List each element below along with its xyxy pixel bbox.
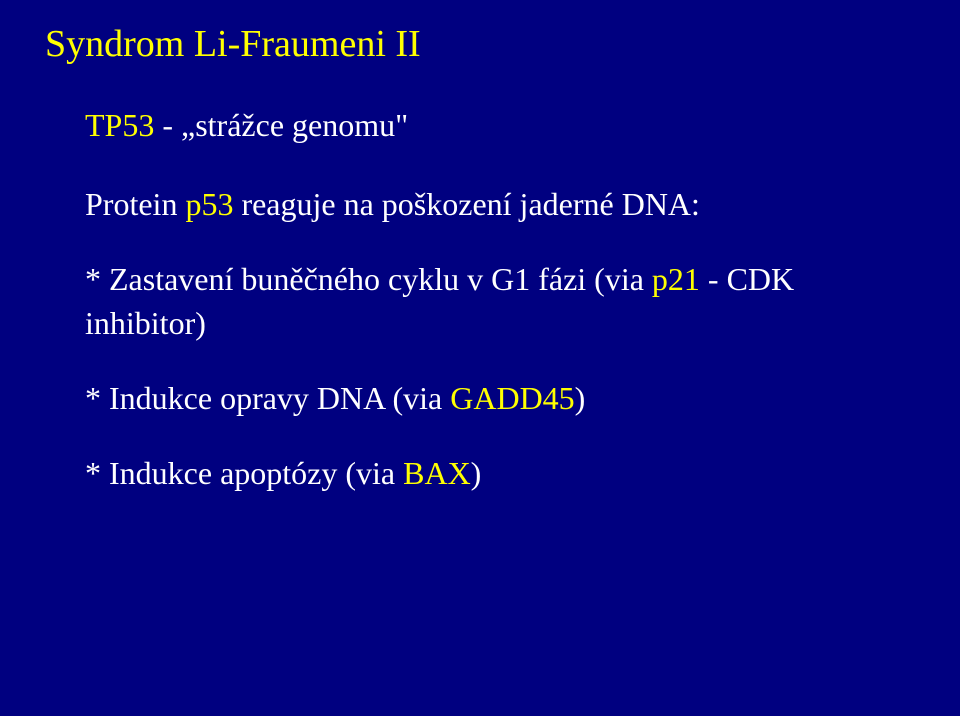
p53-highlight: p53	[185, 186, 233, 222]
intro-text: - „strážce genomu"	[154, 107, 408, 143]
bullet-1: * Zastavení buněčného cyklu v G1 fázi (v…	[85, 258, 920, 344]
bax-highlight: BAX	[403, 455, 471, 491]
bullet-3: * Indukce apoptózy (via BAX)	[85, 452, 920, 495]
protein-post: reaguje na poškození jaderné DNA:	[233, 186, 699, 222]
slide-title: Syndrom Li-Fraumeni II	[45, 22, 920, 66]
bullet-3-pre: * Indukce apoptózy (via	[85, 455, 403, 491]
protein-pre: Protein	[85, 186, 185, 222]
slide: Syndrom Li-Fraumeni II TP53 - „strážce g…	[0, 0, 960, 716]
p21-highlight: p21	[652, 261, 700, 297]
bullet-1-pre: * Zastavení buněčného cyklu v G1 fázi (v…	[85, 261, 652, 297]
tp53-highlight: TP53	[85, 107, 154, 143]
protein-line: Protein p53 reaguje na poškození jaderné…	[85, 183, 920, 226]
bullet-3-post: )	[471, 455, 482, 491]
slide-body: TP53 - „strážce genomu" Protein p53 reag…	[85, 104, 920, 495]
bullet-2: * Indukce opravy DNA (via GADD45)	[85, 377, 920, 420]
bullet-2-pre: * Indukce opravy DNA (via	[85, 380, 450, 416]
bullet-2-post: )	[575, 380, 586, 416]
intro-line: TP53 - „strážce genomu"	[85, 104, 920, 147]
gadd45-highlight: GADD45	[450, 380, 574, 416]
